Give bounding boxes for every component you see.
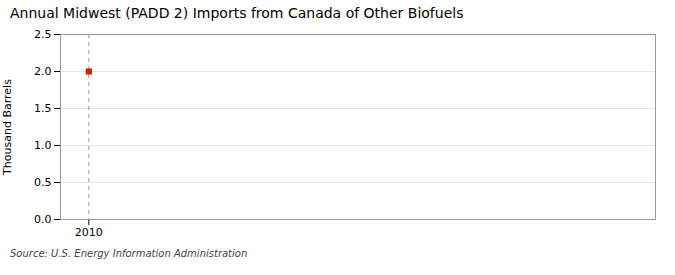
html-text:Source: U.S. Energy Informatio: Source: U.S. Energy Information Administ… (10, 248, 248, 259)
svg-text:2.5: 2.5 (34, 28, 52, 41)
svg-text:2010: 2010 (75, 226, 103, 239)
svg-text:0.0: 0.0 (34, 213, 52, 226)
svg-text:1.0: 1.0 (34, 139, 52, 152)
svg-text:0.5: 0.5 (34, 176, 52, 189)
svg-text:1.5: 1.5 (34, 102, 52, 115)
svg-text:2.0: 2.0 (34, 65, 52, 78)
html-text:Annual Midwest (PADD 2) Import: Annual Midwest (PADD 2) Imports from Can… (10, 5, 464, 21)
svg-text:Thousand Barrels: Thousand Barrels (1, 79, 14, 176)
